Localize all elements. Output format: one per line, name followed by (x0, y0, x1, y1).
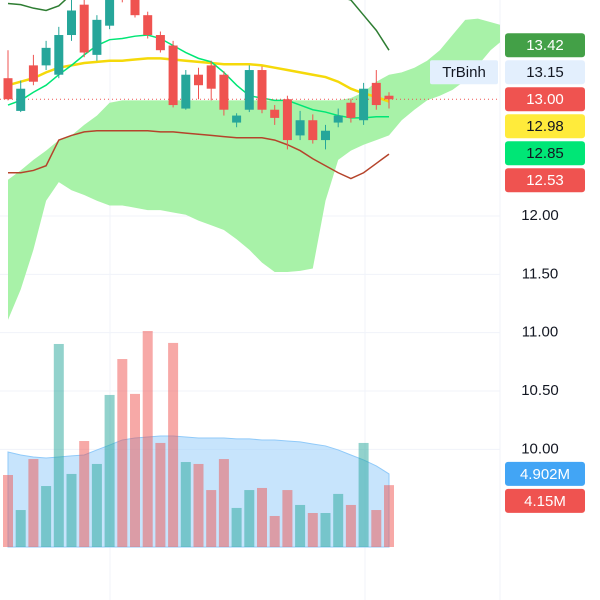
candle-body (219, 74, 229, 110)
volume-bar (155, 442, 166, 547)
volume-bar (41, 486, 52, 547)
volume-bar (193, 463, 204, 547)
candle-body (295, 120, 305, 136)
candle-body (130, 0, 140, 16)
candle-body (371, 82, 381, 106)
volume-bar (104, 394, 115, 547)
candle-body (321, 130, 330, 141)
candle-body (143, 15, 153, 36)
y-tick-label: 11.00 (522, 324, 558, 341)
alert-name-box (430, 60, 498, 85)
price-badge-label: 4.902M (520, 466, 570, 483)
volume-bar (28, 459, 39, 547)
candle-body (270, 109, 280, 118)
candle-body (105, 0, 115, 26)
price-badge-label: 13.00 (526, 91, 564, 108)
candle-body (308, 120, 318, 141)
volume-bar (269, 515, 280, 547)
candle-body (194, 74, 203, 86)
candle-body (346, 102, 356, 118)
volume-bar (15, 510, 26, 547)
candle-body (28, 65, 38, 82)
volume-bar (295, 504, 306, 547)
volume-bar (358, 442, 369, 547)
candle-body (168, 45, 178, 106)
indicator-line (7, 34, 389, 119)
volume-bar (218, 459, 229, 547)
candle-body (282, 99, 292, 141)
candle-body (359, 88, 369, 121)
price-badge (505, 488, 585, 513)
candle-body (3, 78, 13, 100)
candle-body (257, 70, 267, 110)
candle-body (67, 10, 76, 36)
candle-body (232, 115, 242, 123)
candle-body (155, 35, 165, 51)
price-badge (505, 60, 585, 85)
volume-bar (320, 513, 331, 547)
y-tick-label: 12.00 (521, 207, 559, 224)
volume-bar (79, 441, 90, 547)
price-badge (505, 33, 585, 58)
volume-bar (3, 475, 13, 547)
price-badge-label: 12.53 (526, 172, 564, 189)
volume-bar (384, 485, 394, 547)
volume-bar (206, 490, 217, 547)
candle-body (244, 70, 254, 110)
price-badge (505, 461, 585, 486)
price-badge-label: 13.15 (526, 64, 564, 81)
candle-body (206, 65, 216, 89)
price-badge (505, 87, 585, 112)
volume-bar (168, 342, 179, 547)
indicator-line (8, 129, 390, 180)
volume-bar (345, 504, 356, 547)
plot-area (0, 0, 500, 548)
volume-bar (371, 510, 382, 547)
volume-bar (244, 490, 255, 547)
volume-bar (142, 331, 153, 547)
volume-bar (117, 359, 128, 547)
volume-bar (257, 487, 267, 547)
volume-bar (307, 513, 318, 547)
volume-bar (180, 462, 191, 547)
price-badge-label: 12.85 (526, 145, 564, 162)
volume-bar (91, 463, 102, 547)
alert-name: TrBinh (442, 64, 486, 81)
volume-bar (66, 473, 77, 547)
volume-bar (130, 393, 140, 547)
volume-bar (53, 343, 64, 547)
price-axis: 12.00 11.50 11.00 10.50 10.00 13.42 13.15 TrBin… (430, 33, 585, 513)
price-badge (505, 141, 585, 166)
y-tick-label: 10.50 (521, 382, 559, 399)
volume-bar (333, 493, 344, 547)
candle-body (16, 88, 26, 111)
price-badge-label: 12.98 (526, 118, 564, 135)
volume-bar (282, 490, 293, 547)
candle-body (79, 4, 89, 53)
y-tick-label: 11.50 (522, 265, 558, 282)
volume-bar (231, 507, 242, 547)
candle-body (384, 95, 394, 100)
y-tick-label: 10.00 (521, 440, 559, 457)
price-badge (505, 168, 585, 193)
candle-body (41, 47, 51, 66)
candle-body (92, 19, 102, 55)
candle-body (181, 74, 191, 109)
price-badge-label: 4.15M (524, 493, 566, 510)
candle-body (54, 35, 64, 75)
candle-body (333, 115, 343, 123)
price-badge-label: 13.42 (526, 37, 564, 54)
price-badge (505, 114, 585, 139)
